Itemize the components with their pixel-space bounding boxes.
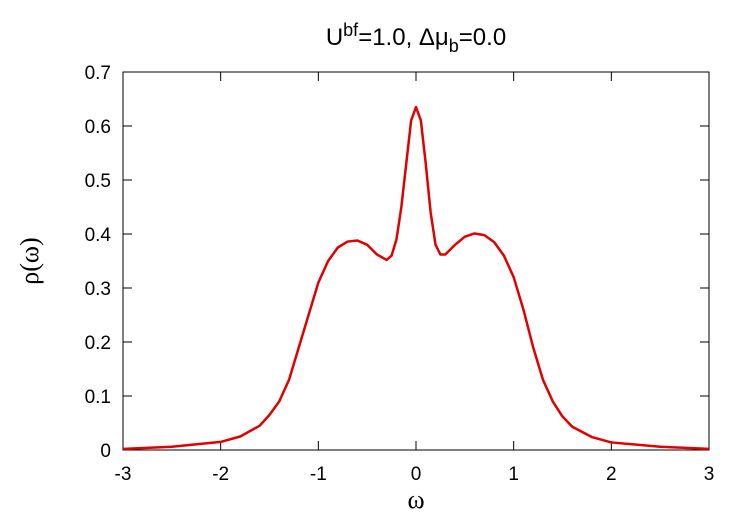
plot-frame — [122, 71, 710, 451]
x-tick-label: -3 — [115, 464, 132, 485]
title-part: b — [449, 36, 459, 56]
title-part: =0.0 — [459, 24, 506, 51]
x-tick-label: 1 — [508, 464, 519, 485]
y-tick-label: 0.1 — [85, 387, 111, 408]
title-part: =1.0, Δμ — [358, 24, 449, 51]
y-axis-label: ρ(ω) — [15, 237, 44, 284]
x-axis-label: ω — [407, 485, 424, 514]
data-line — [122, 105, 710, 451]
x-tick-label: 3 — [704, 464, 715, 485]
chart-title: Ubf=1.0, Δμb=0.0 — [326, 20, 506, 56]
y-tick-label: 0.4 — [85, 225, 112, 246]
y-tick-label: 0.3 — [85, 279, 111, 300]
y-tick-label: 0.2 — [85, 333, 111, 354]
title-part: bf — [343, 20, 359, 40]
x-tick-label: -1 — [310, 464, 327, 485]
x-tick-label: 0 — [411, 464, 422, 485]
x-tick-label: 2 — [606, 464, 617, 485]
y-tick-label: 0.7 — [85, 63, 111, 84]
y-tick-label: 0.6 — [85, 117, 111, 138]
title-part: U — [326, 24, 343, 51]
x-tick-label: -2 — [212, 464, 229, 485]
y-tick-label: 0.5 — [85, 171, 111, 192]
y-tick-label: 0 — [100, 441, 111, 462]
